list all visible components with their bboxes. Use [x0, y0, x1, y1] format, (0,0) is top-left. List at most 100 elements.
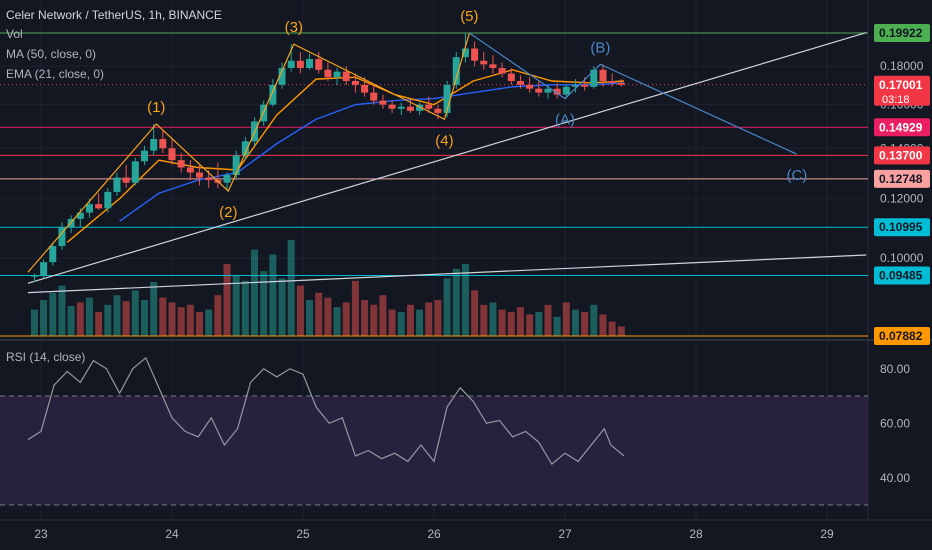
time-axis-tick: 27: [558, 527, 572, 541]
candle-body: [342, 71, 350, 82]
candle-body: [196, 172, 204, 178]
volume-bar: [617, 326, 625, 336]
candle-body: [406, 106, 414, 111]
volume-bar: [131, 290, 139, 336]
candle-body: [315, 58, 323, 70]
price-label-text: 0.17001: [879, 78, 923, 92]
volume-bar: [30, 309, 38, 336]
volume-bar: [232, 276, 240, 336]
price-label-box: [874, 327, 930, 345]
candle-body: [168, 148, 176, 161]
candle-countdown: 03:18: [882, 94, 910, 106]
volume-bar: [205, 309, 213, 336]
volume-bar: [104, 304, 112, 336]
time-axis-tick: 26: [427, 527, 441, 541]
candle-body: [571, 84, 579, 87]
volume-bar: [324, 297, 332, 336]
candle-body: [480, 60, 488, 65]
volume-bar: [553, 316, 561, 336]
candle-body: [296, 60, 304, 68]
candle-body: [333, 71, 341, 78]
volume-bar: [260, 271, 268, 336]
trendline: [27, 254, 867, 294]
indicator-ma[interactable]: MA (50, close, 0): [6, 47, 97, 61]
candle-body: [425, 104, 433, 109]
candle-body: [516, 81, 524, 85]
wave-label: (5): [460, 8, 478, 25]
candle-body: [140, 150, 148, 162]
candle-body: [434, 108, 442, 113]
volume-bar: [471, 290, 479, 336]
volume-bar: [544, 304, 552, 336]
candle-body: [526, 84, 534, 89]
volume-bar: [287, 240, 295, 336]
volume-bar: [269, 254, 277, 336]
candle-body: [370, 92, 378, 101]
candle-body: [85, 204, 93, 213]
candle-body: [507, 73, 515, 82]
candle-body: [186, 167, 194, 173]
wave-label: (2): [219, 204, 237, 221]
wave-label: (C): [786, 167, 807, 184]
price-label-text: 0.14929: [879, 120, 923, 134]
volume-bar: [67, 306, 75, 336]
candle-body: [361, 84, 369, 93]
volume-bar: [251, 249, 259, 336]
volume-bar: [425, 302, 433, 336]
candle-body: [379, 100, 387, 105]
volume-bar: [278, 278, 286, 336]
price-label-text: 0.19922: [879, 26, 923, 40]
symbol-title: Celer Network / TetherUS, 1h, BINANCE: [6, 8, 222, 22]
candle-body: [40, 262, 48, 276]
volume-bar: [406, 304, 414, 336]
candle-body: [461, 48, 469, 58]
volume-bar: [516, 307, 524, 336]
price-label-text: 0.09485: [879, 269, 923, 283]
candle-body: [553, 88, 561, 95]
volume-bar: [140, 300, 148, 336]
candle-body: [177, 160, 185, 168]
price-axis-tick: 0.12000: [880, 192, 924, 206]
volume-bar: [315, 292, 323, 336]
volume-bar: [85, 297, 93, 336]
volume-bar: [150, 282, 158, 336]
indicator-vol[interactable]: Vol: [6, 27, 23, 41]
candle-body: [122, 177, 130, 183]
volume-bar: [361, 300, 369, 336]
volume-bar: [122, 301, 130, 336]
volume-bar: [443, 278, 451, 336]
price-label-text: 0.07882: [879, 329, 923, 343]
indicator-ema[interactable]: EMA (21, close, 0): [6, 67, 105, 81]
candle-body: [76, 212, 84, 219]
price-label-box: [874, 266, 930, 285]
price-label-box: [874, 169, 930, 188]
candle-body: [489, 64, 497, 68]
volume-bar: [489, 302, 497, 336]
candle-body: [562, 86, 570, 95]
volume-bar: [351, 280, 359, 336]
volume-bar: [498, 309, 506, 336]
volume-bar: [49, 292, 57, 336]
volume-bar: [113, 295, 121, 336]
candle-body: [397, 106, 405, 109]
time-axis-tick: 29: [820, 527, 834, 541]
rsi-band-fill: [0, 396, 868, 505]
volume-bar: [296, 285, 304, 336]
volume-bar: [480, 304, 488, 336]
volume-bar: [177, 307, 185, 336]
trendline: [27, 31, 867, 284]
price-label-box: [874, 146, 930, 165]
volume-bar: [581, 312, 589, 336]
volume-bar: [159, 297, 167, 336]
candle-body: [608, 81, 616, 83]
candle-body: [232, 155, 240, 176]
price-label-box: [874, 24, 930, 42]
candle-body: [49, 246, 57, 263]
volume-bar: [186, 304, 194, 336]
rsi-line: [27, 356, 625, 466]
indicator-rsi[interactable]: RSI (14, close): [6, 350, 86, 364]
volume-bar: [388, 309, 396, 336]
wave-label: (3): [285, 19, 303, 36]
price-label-box: [874, 118, 930, 137]
